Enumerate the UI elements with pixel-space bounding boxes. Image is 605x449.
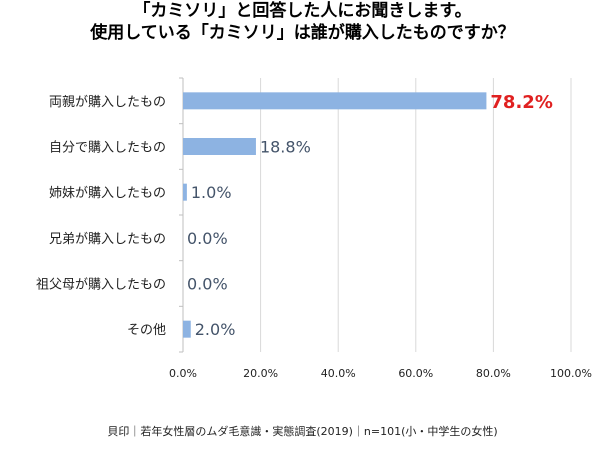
chart-title-line-1: 「カミソリ」と回答した人にお聞きします。 (133, 1, 472, 21)
x-tick-label: 80.0% (476, 367, 511, 380)
data-label: 18.8% (260, 138, 311, 157)
data-label: 0.0% (187, 229, 228, 248)
category-label: 自分で購入したもの (49, 141, 166, 156)
bar (183, 138, 256, 155)
x-tick-label: 40.0% (321, 367, 356, 380)
category-label: 姉妹が購入したもの (49, 186, 166, 201)
source-footnote: 貝印｜若年女性層のムダ毛意識・実態調査(2019)｜n=101(小・中学生の女性… (107, 425, 498, 438)
bar (183, 92, 487, 110)
data-label: 2.0% (195, 320, 236, 339)
data-label: 0.0% (187, 275, 228, 294)
x-tick-label: 100.0% (550, 367, 592, 380)
bar (183, 320, 191, 338)
category-label: 両親が購入したもの (49, 95, 166, 110)
category-label: 祖父母が購入したもの (36, 278, 166, 293)
category-label: その他 (127, 323, 166, 338)
x-tick-label: 60.0% (398, 367, 433, 380)
data-label: 1.0% (191, 183, 232, 202)
bar (183, 183, 187, 201)
category-label: 兄弟が購入したもの (49, 232, 166, 247)
x-tick-label: 0.0% (169, 367, 197, 380)
data-label: 78.2% (490, 92, 552, 113)
chart-title-line-2: 使用している「カミソリ」は誰が購入したものですか？ (90, 23, 515, 43)
x-tick-label: 20.0% (243, 367, 278, 380)
